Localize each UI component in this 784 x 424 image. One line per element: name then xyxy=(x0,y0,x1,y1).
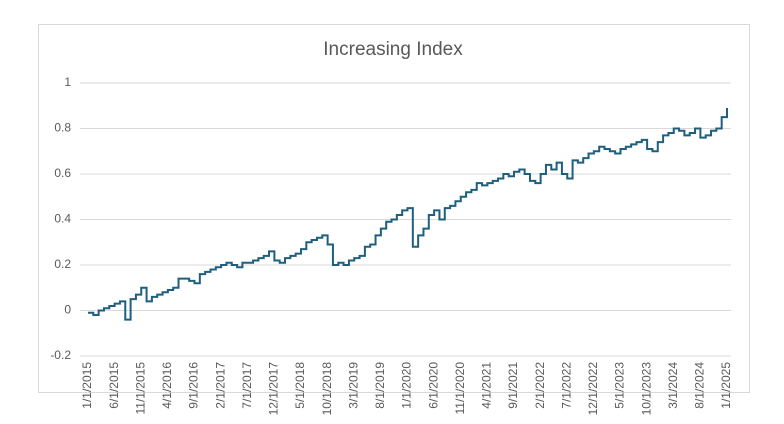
x-tick-label: 10/1/2018 xyxy=(320,362,334,416)
x-tick-label: 12/1/2017 xyxy=(267,362,281,416)
y-tick-label: 0.4 xyxy=(54,212,71,226)
x-tick-label: 5/1/2023 xyxy=(613,362,627,409)
x-tick-label: 2/1/2017 xyxy=(213,362,227,409)
x-tick-label: 11/1/2015 xyxy=(133,362,147,415)
y-tick-label: -0.2 xyxy=(50,348,71,362)
x-tick-label: 8/1/2024 xyxy=(693,362,707,409)
x-tick-label: 6/1/2015 xyxy=(107,362,121,409)
x-tick-label: 2/1/2022 xyxy=(533,362,547,409)
chart-title: Increasing Index xyxy=(323,39,463,60)
y-tick-label: 0.6 xyxy=(54,166,71,180)
x-tick-label: 11/1/2020 xyxy=(453,362,467,415)
x-tick-label: 4/1/2016 xyxy=(160,362,174,409)
x-tick-label: 12/1/2022 xyxy=(586,362,600,416)
x-tick-label: 6/1/2020 xyxy=(426,362,440,409)
x-tick-label: 3/1/2019 xyxy=(346,362,360,409)
chart-border xyxy=(38,24,750,393)
y-tick-label: 1 xyxy=(64,75,71,89)
x-tick-label: 4/1/2021 xyxy=(480,362,494,409)
y-tick-label: 0.8 xyxy=(54,121,71,135)
x-tick-label: 10/1/2023 xyxy=(639,362,653,416)
x-tick-label: 7/1/2022 xyxy=(559,362,573,409)
x-tick-label: 8/1/2019 xyxy=(373,362,387,409)
y-tick-label: 0.2 xyxy=(54,257,71,271)
x-tick-label: 1/1/2020 xyxy=(400,362,414,409)
x-tick-label: 5/1/2018 xyxy=(293,362,307,409)
y-tick-label: 0 xyxy=(64,303,71,317)
data-line xyxy=(88,108,728,321)
x-tick-label: 3/1/2024 xyxy=(666,362,680,409)
x-tick-label: 7/1/2017 xyxy=(240,362,254,409)
x-tick-label: 9/1/2016 xyxy=(187,362,201,409)
x-tick-label: 1/1/2015 xyxy=(80,362,94,409)
x-tick-label: 9/1/2021 xyxy=(506,362,520,409)
x-tick-label: 1/1/2025 xyxy=(719,362,733,409)
